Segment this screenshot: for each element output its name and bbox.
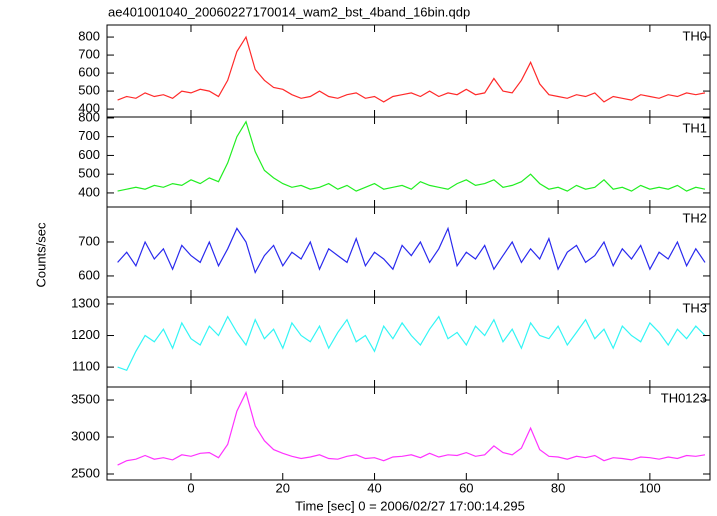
y-tick-label: 700 (78, 233, 100, 248)
x-tick-label: 100 (639, 480, 661, 495)
x-axis-label: Time [sec] 0 = 2006/02/27 17:00:14.295 (295, 498, 525, 513)
panel-label: TH0 (682, 28, 707, 43)
panel-frame (106, 296, 711, 388)
y-tick-label: 600 (78, 147, 100, 162)
y-tick-label: 600 (78, 267, 100, 282)
x-tick-label: 80 (551, 480, 565, 495)
y-tick-label: 800 (78, 109, 100, 124)
y-tick-label: 3500 (71, 391, 100, 406)
data-line (117, 315, 706, 372)
y-tick-label: 500 (78, 83, 100, 98)
x-tick-label: 0 (187, 480, 194, 495)
y-tick-label: 2500 (71, 465, 100, 480)
data-line (117, 35, 706, 103)
panel-label: TH2 (682, 210, 707, 225)
y-tick-label: 600 (78, 65, 100, 80)
y-tick-label: 1300 (71, 295, 100, 310)
data-line (117, 226, 706, 275)
x-tick-label: 60 (459, 480, 473, 495)
y-tick-label: 1200 (71, 327, 100, 342)
panel-label: TH0123 (661, 390, 707, 405)
data-line (117, 390, 706, 466)
y-tick-label: 3000 (71, 428, 100, 443)
panel-frame (106, 386, 711, 481)
panel-label: TH1 (682, 120, 707, 135)
y-axis-label: Counts/sec (33, 222, 48, 288)
y-tick-label: 1100 (72, 359, 100, 374)
y-tick-label: 400 (78, 184, 100, 199)
panel-frame (106, 116, 711, 208)
y-tick-label: 500 (78, 166, 100, 181)
x-tick-label: 20 (276, 480, 290, 495)
x-tick-label: 40 (367, 480, 381, 495)
y-tick-label: 700 (78, 47, 100, 62)
panel-frame (106, 24, 711, 118)
y-tick-label: 800 (78, 29, 100, 44)
chart-title: ae401001040_20060227170014_wam2_bst_4ban… (108, 4, 470, 19)
y-tick-label: 400 (78, 101, 100, 116)
data-line (117, 120, 706, 192)
y-tick-label: 700 (78, 128, 100, 143)
panel-label: TH3 (682, 300, 707, 315)
